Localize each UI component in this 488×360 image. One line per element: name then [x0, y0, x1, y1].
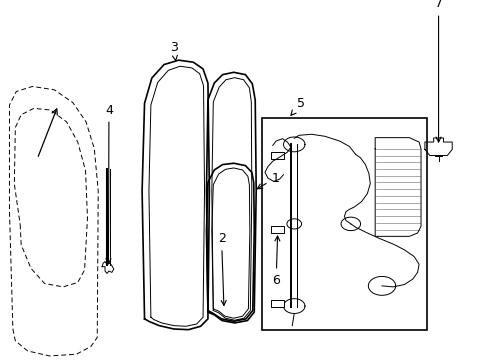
Text: 1: 1: [257, 172, 279, 189]
Bar: [261, 118, 427, 330]
Text: 2: 2: [217, 232, 226, 305]
Text: 6: 6: [272, 236, 280, 287]
Bar: [271, 152, 283, 159]
Bar: [271, 226, 283, 233]
Text: 4: 4: [105, 104, 113, 264]
Text: 5: 5: [290, 98, 304, 115]
Text: 7: 7: [434, 0, 442, 142]
Bar: [271, 300, 283, 307]
Text: 3: 3: [169, 41, 177, 60]
